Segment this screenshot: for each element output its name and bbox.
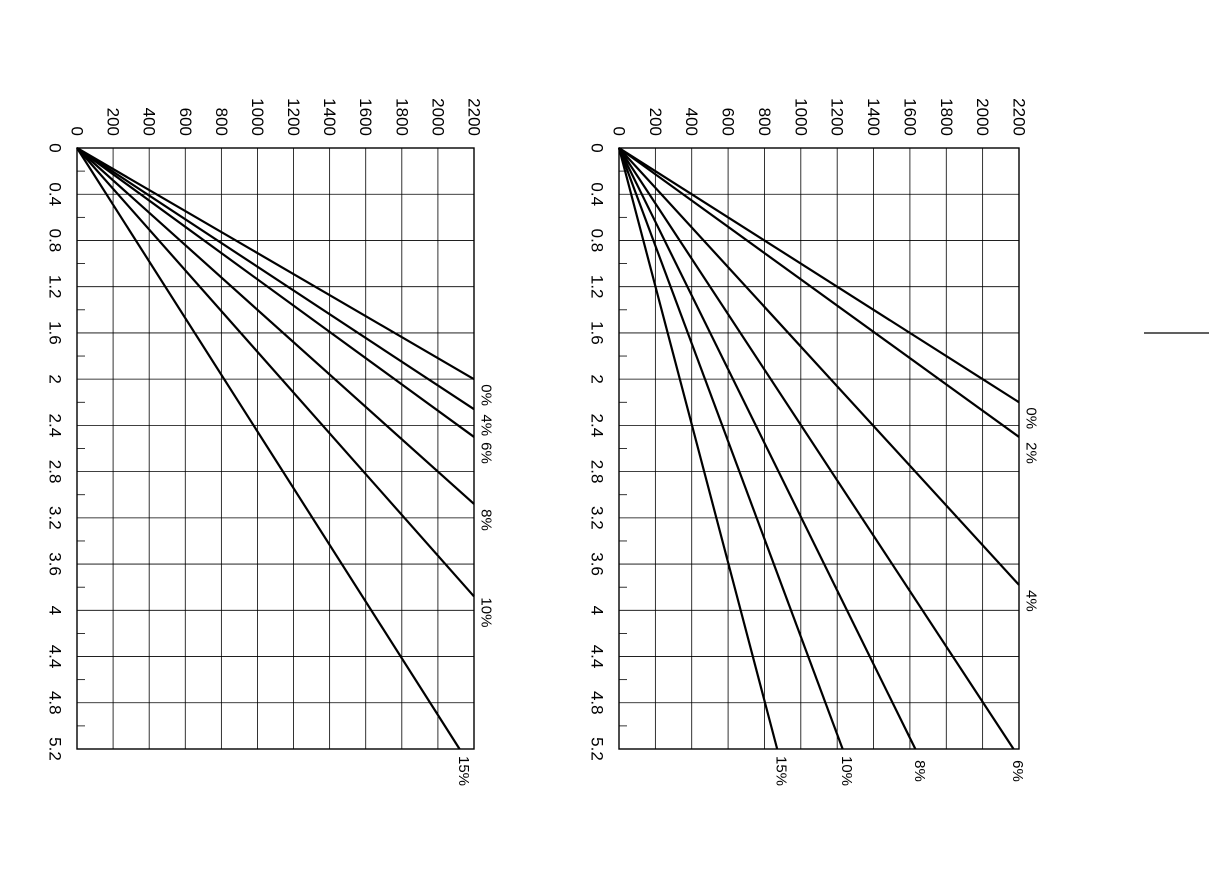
y-tick-label: 600 xyxy=(176,108,195,136)
y-tick-label: 1000 xyxy=(791,98,810,136)
x-tick-label: 5.2 xyxy=(46,737,65,761)
x-tick-label: 3.6 xyxy=(588,552,607,576)
y-tick-label: 600 xyxy=(719,108,738,136)
y-tick-label: 1800 xyxy=(392,98,411,136)
y-tick-label: 0 xyxy=(68,127,87,136)
y-tick-label: 2000 xyxy=(428,98,447,136)
series-label-8pct: 8% xyxy=(911,760,928,782)
x-tick-label: 4.4 xyxy=(46,645,65,669)
x-tick-label: 2 xyxy=(588,374,607,383)
series-label-4pct: 4% xyxy=(478,414,495,436)
x-tick-label: 3.2 xyxy=(588,506,607,530)
x-tick-label: 1.2 xyxy=(46,275,65,299)
y-tick-label: 1200 xyxy=(284,98,303,136)
series-line-8pct xyxy=(76,147,475,505)
series-line-15pct xyxy=(617,147,779,750)
series-line-4pct xyxy=(618,147,1020,586)
x-tick-label: 0.8 xyxy=(46,229,65,253)
chart-1: 0 0.4 0.8 1.2 1.6 2 2.4 2.8 3.2 3.6 4 4.4 4.8 5.2 0 200… xyxy=(46,98,495,786)
x-tick-label: 5.2 xyxy=(588,737,607,761)
series-line-4pct xyxy=(76,147,475,411)
series-label-10pct: 10% xyxy=(838,756,855,786)
x-tick-label: 2 xyxy=(46,374,65,383)
series-line-15pct xyxy=(76,147,461,750)
series-line-8pct xyxy=(618,147,917,750)
series-label-0pct: 0% xyxy=(1023,407,1040,429)
y-tick-label: 2200 xyxy=(465,98,484,136)
series-line-10pct xyxy=(617,147,844,750)
series-label-15pct: 15% xyxy=(773,756,790,786)
x-tick-label: 4 xyxy=(46,606,65,615)
plot-frame xyxy=(76,147,475,750)
x-tick-label: 1.2 xyxy=(588,275,607,299)
y-tick-label: 200 xyxy=(104,108,123,136)
series-line-10pct xyxy=(76,147,475,598)
y-tick-label: 1600 xyxy=(356,98,375,136)
series-line-6pct xyxy=(618,147,1015,750)
series-label-0pct: 0% xyxy=(478,384,495,406)
series-line-0pct xyxy=(76,147,475,381)
y-tick-label: 800 xyxy=(755,108,774,136)
y-tick-label: 0 xyxy=(610,127,629,136)
y-tick-label: 1000 xyxy=(248,98,267,136)
x-tick-label: 0.8 xyxy=(588,229,607,253)
series-label-2pct: 2% xyxy=(1023,442,1040,464)
x-tick-label: 4.8 xyxy=(46,691,65,715)
y-tick-label: 400 xyxy=(682,108,701,136)
x-tick-label: 4 xyxy=(588,606,607,615)
x-tick-label: 4.8 xyxy=(588,691,607,715)
series-label-6pct: 6% xyxy=(1009,760,1026,782)
y-tick-label: 1200 xyxy=(828,98,847,136)
x-tick-label: 2.4 xyxy=(588,414,607,438)
series-label-4pct: 4% xyxy=(1023,590,1040,612)
x-tick-label: 0.4 xyxy=(588,182,607,206)
x-tick-label: 2.8 xyxy=(588,460,607,484)
x-tick-label: 4.4 xyxy=(588,645,607,669)
series-label-6pct: 6% xyxy=(478,442,495,464)
y-tick-label: 1400 xyxy=(864,98,883,136)
y-tick-label: 2000 xyxy=(973,98,992,136)
x-tick-label: 2.4 xyxy=(46,414,65,438)
series-label-15pct: 15% xyxy=(455,756,472,786)
y-tick-label: 200 xyxy=(646,108,665,136)
y-tick-label: 1600 xyxy=(900,98,919,136)
y-tick-label: 800 xyxy=(212,108,231,136)
x-tick-label: 3.6 xyxy=(46,552,65,576)
series-label-10pct: 10% xyxy=(478,597,495,627)
series-label-8pct: 8% xyxy=(478,509,495,531)
series-line-2pct xyxy=(618,147,1020,438)
plot-frame xyxy=(618,147,1020,750)
series-line-0pct xyxy=(618,147,1020,404)
series-line-6pct xyxy=(76,147,475,438)
x-tick-label: 1.6 xyxy=(46,321,65,345)
x-tick-label: 3.2 xyxy=(46,506,65,530)
y-tick-label: 400 xyxy=(140,108,159,136)
x-tick-label: 0 xyxy=(46,143,65,152)
x-tick-label: 2.8 xyxy=(46,460,65,484)
y-tick-label: 1800 xyxy=(937,98,956,136)
chart-2: 0 0.4 0.8 1.2 1.6 2 2.4 2.8 3.2 3.6 4 4.4 4.8 5.2 0 200… xyxy=(588,98,1040,786)
x-tick-label: 0 xyxy=(588,143,607,152)
x-tick-label: 1.6 xyxy=(588,321,607,345)
y-tick-label: 2200 xyxy=(1010,98,1029,136)
y-tick-label: 1400 xyxy=(320,98,339,136)
x-tick-label: 0.4 xyxy=(46,182,65,206)
